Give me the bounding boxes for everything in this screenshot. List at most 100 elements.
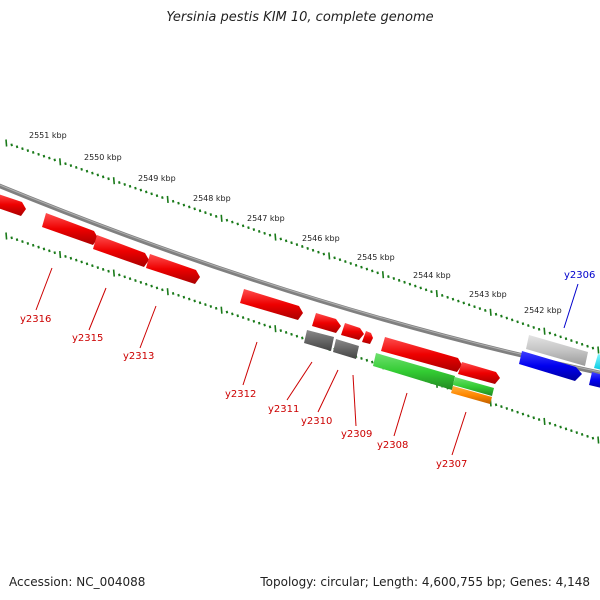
scale-tick xyxy=(214,214,218,218)
gene-label[interactable]: y2310 xyxy=(301,416,332,427)
scale-tick xyxy=(59,158,62,166)
scale-tick xyxy=(505,316,509,320)
gene-feature-y2309[interactable] xyxy=(362,331,373,344)
leader-y2309 xyxy=(352,374,357,427)
scale-tick xyxy=(365,358,369,362)
scale-tick xyxy=(247,226,250,230)
scale-tick xyxy=(139,188,143,192)
scale-tick xyxy=(489,308,492,316)
gene-feature[interactable] xyxy=(0,193,26,216)
scale-tick xyxy=(548,331,552,335)
scale-tick xyxy=(161,288,164,292)
scale-tick xyxy=(597,346,600,354)
scale-tick xyxy=(166,195,169,204)
scale-tick xyxy=(580,432,584,436)
gene-feature-y2312[interactable] xyxy=(240,289,303,320)
scale-tick xyxy=(193,207,196,211)
leader-y2310 xyxy=(317,369,339,413)
scale-tick xyxy=(166,288,169,296)
scale-tick xyxy=(419,286,422,290)
gene-label[interactable]: y2312 xyxy=(225,389,256,400)
scale-tick xyxy=(516,410,519,414)
gene-label[interactable]: y2313 xyxy=(123,351,154,362)
scale-tick xyxy=(48,156,51,160)
gene-feature-y2315[interactable] xyxy=(93,235,149,267)
scale-tick xyxy=(10,236,13,240)
gene-label[interactable]: y2307 xyxy=(436,459,467,470)
gene-label[interactable]: y2311 xyxy=(268,404,299,415)
leader-y2316 xyxy=(35,267,53,311)
gene-feature-y2313[interactable] xyxy=(146,254,200,284)
scale-tick xyxy=(85,169,89,173)
scale-tick xyxy=(284,330,288,334)
scale-tick xyxy=(42,247,46,251)
scale-tick xyxy=(59,250,62,259)
gene-feature-y2310[interactable] xyxy=(341,323,364,340)
gene-feature-y2306[interactable] xyxy=(519,351,582,381)
scale-tick xyxy=(123,275,126,279)
scale-tick xyxy=(301,245,304,248)
green-feature[interactable] xyxy=(453,377,494,396)
scale-tick xyxy=(96,173,100,177)
scale-tick xyxy=(591,436,595,440)
gene-label[interactable]: y2309 xyxy=(341,429,372,440)
scale-tick xyxy=(198,301,202,305)
kbp-label: 2543 kbp xyxy=(469,290,507,299)
gene-feature-y2311[interactable] xyxy=(312,313,341,333)
scale-tick xyxy=(537,327,541,331)
scale-tick xyxy=(451,297,455,301)
scale-tick xyxy=(548,421,552,425)
scale-tick xyxy=(80,167,83,171)
scale-tick xyxy=(134,186,137,190)
scale-tick xyxy=(354,263,358,267)
scale-tick xyxy=(457,299,460,303)
label-leaders xyxy=(35,267,579,456)
scale-tick xyxy=(553,423,557,427)
scale-tick xyxy=(403,280,406,284)
dark-feature[interactable] xyxy=(333,339,359,359)
scale-tick xyxy=(220,214,223,222)
blue-feature[interactable] xyxy=(589,372,600,389)
gene-feature-y2307[interactable] xyxy=(458,362,500,384)
scale-tick xyxy=(494,403,498,407)
scale-tick xyxy=(510,408,514,412)
scale-tick xyxy=(570,429,573,433)
gene-feature-y2316[interactable] xyxy=(42,213,98,245)
green-feature[interactable] xyxy=(373,353,455,390)
scale-tick xyxy=(268,325,272,329)
scale-tick xyxy=(349,261,353,265)
scale-tick xyxy=(231,312,234,316)
scale-tick xyxy=(263,231,266,235)
scale-tick xyxy=(91,264,94,268)
scale-tick xyxy=(37,245,40,249)
scale-tick xyxy=(118,181,121,184)
gene-label[interactable]: y2306 xyxy=(564,270,595,281)
scale-tick xyxy=(360,265,363,269)
scale-tick xyxy=(241,316,245,320)
scale-tick xyxy=(505,407,509,410)
scale-tick xyxy=(564,337,568,341)
dark-feature[interactable] xyxy=(304,330,334,351)
gene-label[interactable]: y2308 xyxy=(377,440,408,451)
scale-tick xyxy=(128,184,132,188)
gene-feature-y2308[interactable] xyxy=(381,337,462,372)
gene-label[interactable]: y2316 xyxy=(20,314,51,325)
scale-tick xyxy=(586,344,589,348)
scale-tick xyxy=(263,323,266,327)
scale-tick xyxy=(430,290,433,294)
gene-label[interactable]: y2315 xyxy=(72,333,103,344)
scale-tick xyxy=(360,356,363,360)
scale-tick xyxy=(177,293,180,297)
cyan-feature[interactable] xyxy=(594,354,600,371)
orange-feature[interactable] xyxy=(451,386,492,404)
scale-tick xyxy=(279,329,283,333)
scale-tick xyxy=(171,199,175,203)
scale-tick xyxy=(311,248,315,252)
scale-tick xyxy=(74,258,78,262)
kbp-label: 2550 kbp xyxy=(84,153,122,162)
scale-tick xyxy=(440,293,444,297)
scale-tick xyxy=(527,324,530,327)
rna-gene-feature[interactable] xyxy=(526,335,588,366)
scale-tick xyxy=(484,309,487,312)
